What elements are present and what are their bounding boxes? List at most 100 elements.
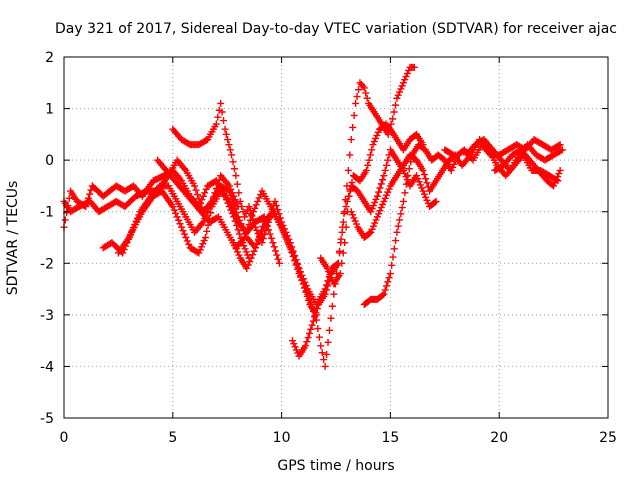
data-point — [301, 283, 309, 291]
data-point — [384, 156, 392, 164]
data-point — [432, 197, 440, 205]
data-point — [273, 251, 281, 259]
data-point — [360, 84, 368, 92]
data-point — [233, 199, 241, 207]
data-point — [314, 325, 322, 333]
data-point — [414, 175, 422, 183]
x-tick-label: 20 — [490, 430, 508, 446]
data-point — [272, 202, 280, 210]
data-point — [290, 340, 298, 348]
data-point — [556, 141, 564, 149]
data-point — [230, 239, 238, 247]
data-point — [224, 136, 232, 144]
y-tick-label: 0 — [45, 153, 54, 169]
data-point — [325, 268, 333, 276]
data-point — [200, 237, 208, 245]
data-point — [338, 228, 346, 236]
data-point — [344, 166, 352, 174]
data-point — [246, 207, 254, 215]
data-point — [352, 99, 360, 107]
data-point — [196, 199, 204, 207]
data-point — [241, 245, 249, 253]
data-point — [282, 234, 290, 241]
data-point — [450, 160, 458, 168]
data-point — [253, 240, 261, 248]
data-point — [241, 234, 249, 241]
data-point — [247, 254, 255, 262]
data-point — [236, 197, 244, 205]
data-point — [327, 314, 335, 322]
data-point — [238, 203, 246, 211]
data-point — [65, 194, 73, 202]
data-point — [363, 94, 371, 102]
data-point — [272, 247, 280, 255]
data-point — [371, 198, 379, 206]
data-point — [380, 290, 388, 298]
data-point — [225, 182, 233, 190]
data-point — [252, 201, 260, 209]
data-point — [274, 255, 282, 263]
y-tick-label: 2 — [45, 50, 54, 66]
y-tick-label: -4 — [40, 359, 54, 375]
data-point — [199, 218, 207, 226]
data-point — [376, 184, 384, 192]
data-point — [201, 189, 209, 197]
data-point — [308, 303, 316, 311]
data-point — [173, 213, 181, 221]
data-point — [373, 192, 381, 200]
data-point — [346, 151, 354, 159]
data-point — [370, 138, 378, 146]
data-point — [398, 204, 406, 212]
data-point — [228, 189, 236, 197]
data-point — [416, 181, 424, 189]
data-point — [349, 211, 357, 219]
data-point — [132, 217, 140, 225]
data-point — [271, 197, 279, 205]
data-point — [348, 178, 356, 186]
data-point — [431, 198, 439, 206]
data-point — [172, 209, 180, 217]
data-point — [407, 158, 415, 166]
data-point — [283, 237, 291, 245]
data-point — [367, 228, 375, 236]
data-point — [232, 245, 240, 253]
data-point — [380, 197, 388, 205]
data-point — [233, 209, 241, 217]
data-point — [276, 214, 284, 222]
data-point — [199, 240, 207, 248]
data-point — [338, 259, 346, 267]
data-point — [349, 123, 357, 131]
data-point — [401, 189, 409, 197]
data-point — [182, 234, 190, 241]
data-point — [238, 223, 246, 231]
data-point — [423, 179, 431, 187]
data-point — [235, 189, 243, 197]
data-point — [376, 207, 384, 215]
data-point — [369, 202, 377, 210]
y-tick-label: -3 — [40, 308, 54, 324]
data-point — [227, 185, 235, 193]
data-point — [325, 278, 333, 286]
data-point — [249, 251, 257, 259]
data-point — [61, 216, 69, 224]
data-point — [222, 130, 230, 138]
data-point — [373, 213, 381, 221]
data-point — [288, 337, 296, 345]
data-point — [399, 79, 407, 87]
data-point — [232, 172, 240, 180]
data-point — [270, 243, 278, 251]
data-point — [374, 128, 382, 136]
data-point — [292, 346, 300, 354]
data-point — [396, 88, 404, 96]
data-point — [291, 343, 299, 351]
data-point — [326, 271, 334, 279]
data-point — [418, 184, 426, 192]
data-point — [369, 141, 377, 149]
data-point — [218, 108, 226, 116]
data-point — [207, 209, 215, 217]
data-point — [185, 240, 193, 248]
data-point — [267, 234, 275, 242]
data-point — [324, 282, 332, 290]
plot-frame — [63, 56, 609, 419]
data-point — [288, 248, 296, 256]
